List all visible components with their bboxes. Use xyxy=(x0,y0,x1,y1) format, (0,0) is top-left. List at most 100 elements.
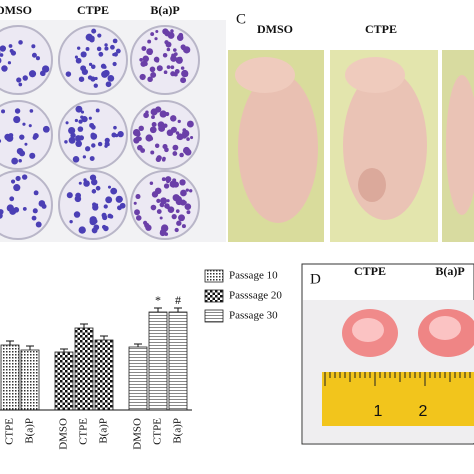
colony xyxy=(101,224,107,230)
colony xyxy=(112,38,118,44)
colony xyxy=(186,137,190,141)
panel-a xyxy=(0,20,226,242)
mouse-head xyxy=(345,57,405,93)
colony xyxy=(13,115,21,124)
bar xyxy=(20,349,40,411)
colony xyxy=(0,212,3,219)
colony xyxy=(31,52,37,58)
colony xyxy=(69,219,73,224)
colony xyxy=(185,188,189,192)
colony xyxy=(78,226,86,234)
colony xyxy=(170,65,175,70)
colony xyxy=(75,135,82,142)
colony xyxy=(176,133,184,141)
column-header: DMSO xyxy=(0,3,32,17)
bar xyxy=(128,346,148,411)
colony xyxy=(132,128,141,137)
colony xyxy=(93,83,98,88)
colony xyxy=(150,204,157,211)
colony xyxy=(162,53,168,58)
colony xyxy=(155,29,159,33)
colony xyxy=(183,72,189,77)
colony xyxy=(6,204,14,212)
colony xyxy=(117,130,124,138)
bar xyxy=(168,311,188,411)
dish xyxy=(0,100,53,170)
colony xyxy=(42,65,50,73)
colony xyxy=(68,136,76,144)
colony xyxy=(154,37,158,41)
colony xyxy=(119,202,126,209)
colony xyxy=(135,136,141,142)
colony xyxy=(184,203,192,210)
colony xyxy=(31,44,36,49)
colony xyxy=(164,40,169,45)
colony xyxy=(158,125,166,132)
panel-c xyxy=(228,0,474,242)
colony xyxy=(180,77,187,84)
colony xyxy=(155,59,160,63)
colony xyxy=(135,215,142,221)
colony xyxy=(0,53,4,57)
x-tick-label: DMSO xyxy=(58,418,70,450)
colony xyxy=(104,46,109,51)
colony xyxy=(172,151,178,156)
colony xyxy=(85,146,91,152)
colony xyxy=(91,28,97,34)
colony xyxy=(139,73,146,81)
colony xyxy=(142,55,150,63)
column-header: CTPE xyxy=(77,3,109,17)
colony xyxy=(16,77,22,83)
panel-label: C xyxy=(236,11,246,27)
colony xyxy=(113,125,117,130)
colony xyxy=(8,133,13,138)
colony xyxy=(177,119,181,124)
legend-swatch xyxy=(204,309,224,323)
colony xyxy=(172,181,179,188)
colony xyxy=(110,44,115,50)
colony xyxy=(184,148,192,156)
colony xyxy=(190,135,194,140)
colony xyxy=(42,125,50,133)
colony xyxy=(11,157,19,165)
colony xyxy=(159,110,167,118)
x-tick-label: CTPE xyxy=(152,418,164,445)
colony xyxy=(180,66,185,70)
mouse xyxy=(238,73,318,223)
colony xyxy=(134,209,140,216)
colony xyxy=(92,202,97,207)
colony xyxy=(114,133,119,138)
colony xyxy=(188,189,193,193)
mouse-head xyxy=(235,57,295,93)
colony xyxy=(183,201,187,205)
colony xyxy=(139,57,143,62)
colony xyxy=(33,190,39,196)
colony xyxy=(96,46,102,52)
colony xyxy=(75,105,83,113)
colony xyxy=(28,124,32,128)
x-tick-label: B(a)P xyxy=(172,418,184,444)
column-header: CTPE xyxy=(354,264,386,278)
x-tick-label: CTPE xyxy=(78,418,90,445)
colony xyxy=(90,124,96,130)
colony xyxy=(170,29,174,33)
colony xyxy=(66,192,73,199)
colony xyxy=(156,198,161,203)
colony xyxy=(10,179,16,184)
colony xyxy=(90,64,96,70)
colony xyxy=(94,76,98,81)
colony xyxy=(35,56,40,61)
ruler-number: 2 xyxy=(419,403,428,420)
colony xyxy=(82,155,87,159)
colony xyxy=(156,209,162,214)
colony xyxy=(89,218,97,226)
colony xyxy=(35,221,42,228)
colony xyxy=(18,158,22,163)
x-tick-label: B(a)P xyxy=(24,418,36,444)
colony xyxy=(40,201,45,206)
colony xyxy=(172,48,177,52)
colony xyxy=(80,110,85,114)
dish xyxy=(0,25,53,95)
